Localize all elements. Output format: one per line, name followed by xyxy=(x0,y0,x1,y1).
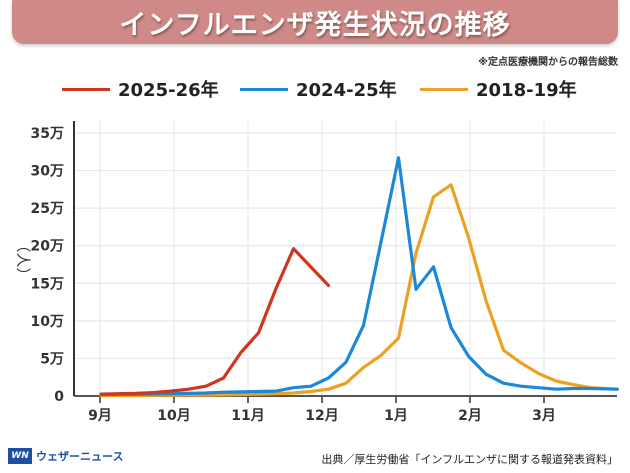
y-tick-label: 30万 xyxy=(31,164,64,180)
x-tick-label: 2月 xyxy=(458,408,482,424)
x-tick-label: 9月 xyxy=(88,408,112,424)
y-tick-label: 10万 xyxy=(31,314,64,330)
legend-item-2024-25: 2024-25年 xyxy=(240,76,397,102)
series-line-2025-26年 xyxy=(99,247,331,396)
series-line-2018-19年 xyxy=(99,183,619,398)
y-tick-label: 20万 xyxy=(31,239,64,255)
x-tick-label: 11月 xyxy=(231,408,264,424)
y-tick-label: 35万 xyxy=(31,126,64,142)
y-tick-label: 5万 xyxy=(40,351,64,367)
x-tick-label: 12月 xyxy=(305,408,338,424)
weathernews-logo: WN ウェザーニュース xyxy=(8,448,123,464)
series-line-2024-25年 xyxy=(99,156,619,397)
logo-text: ウェザーニュース xyxy=(36,450,124,463)
legend-swatch xyxy=(62,87,110,91)
y-tick-label: 25万 xyxy=(31,201,64,217)
page-title: インフルエンザ発生状況の推移 xyxy=(119,9,511,41)
legend-item-2018-19: 2018-19年 xyxy=(420,76,577,102)
x-tick-label: 1月 xyxy=(384,408,408,424)
legend-swatch xyxy=(240,87,288,91)
data-note: ※定点医療機関からの報告総数 xyxy=(478,57,618,68)
legend: 2025-26年 2024-25年 2018-19年 xyxy=(0,76,630,102)
legend-item-2025-26: 2025-26年 xyxy=(62,76,219,102)
y-axis-label: （人） xyxy=(14,237,32,282)
y-tick-label: 0 xyxy=(54,389,64,405)
x-tick-label: 3月 xyxy=(532,408,556,424)
source-credit: 出典／厚生労働省「インフルエンザに関する報道発表資料」 xyxy=(321,453,618,466)
x-tick-label: 10月 xyxy=(157,408,190,424)
title-banner: インフルエンザ発生状況の推移 xyxy=(12,0,618,44)
y-tick-label: 15万 xyxy=(31,276,64,292)
legend-label: 2024-25年 xyxy=(296,80,397,101)
legend-label: 2018-19年 xyxy=(476,80,577,101)
legend-label: 2025-26年 xyxy=(118,80,219,101)
legend-swatch xyxy=(420,87,468,91)
logo-mark: WN xyxy=(8,448,32,464)
